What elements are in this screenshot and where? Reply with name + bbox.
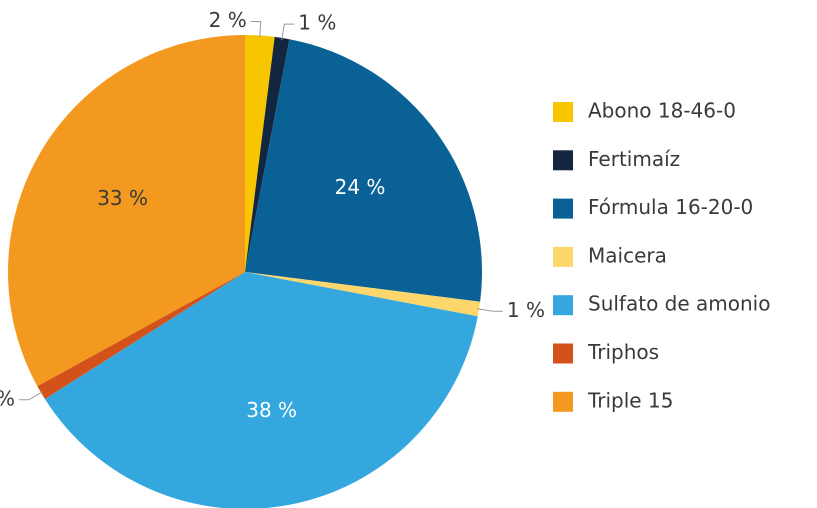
- pie-slice: [245, 39, 483, 302]
- legend-swatch: [553, 343, 573, 364]
- leader-line: [281, 23, 295, 40]
- slice-label: 38 %: [246, 398, 297, 422]
- slice-label: 1 %: [298, 11, 336, 35]
- slice-label: 2 %: [209, 8, 247, 32]
- pie-slice: [245, 35, 275, 272]
- leader-line: [477, 308, 503, 312]
- legend-swatch: [553, 102, 573, 122]
- legend-label: Sulfato de amonio: [588, 292, 770, 316]
- legend-swatch: [553, 246, 573, 267]
- leader-line: [250, 20, 262, 38]
- legend-swatch: [553, 295, 573, 316]
- leader-line: [18, 391, 43, 401]
- slice-label: 1 %: [507, 298, 545, 322]
- legend-swatch: [553, 198, 573, 219]
- pie-slice: [245, 36, 290, 272]
- pie-slice: [8, 35, 245, 387]
- slice-label: 1 %: [0, 386, 15, 410]
- slice-label: 33 %: [97, 186, 148, 210]
- legend-swatch: [553, 150, 573, 171]
- legend-swatch: [553, 391, 573, 412]
- legend-label: Abono 18-46-0: [588, 99, 736, 123]
- pie-slice: [245, 272, 481, 317]
- legend-label: Triple 15: [587, 388, 673, 412]
- legend-label: Fórmula 16-20-0: [588, 195, 753, 219]
- legend-label: Fertimaíz: [588, 147, 680, 171]
- pie-slice: [44, 272, 478, 508]
- slice-label: 24 %: [335, 175, 386, 199]
- legend-label: Triphos: [587, 340, 659, 364]
- pie-slice: [37, 272, 246, 399]
- legend-label: Maicera: [588, 243, 667, 267]
